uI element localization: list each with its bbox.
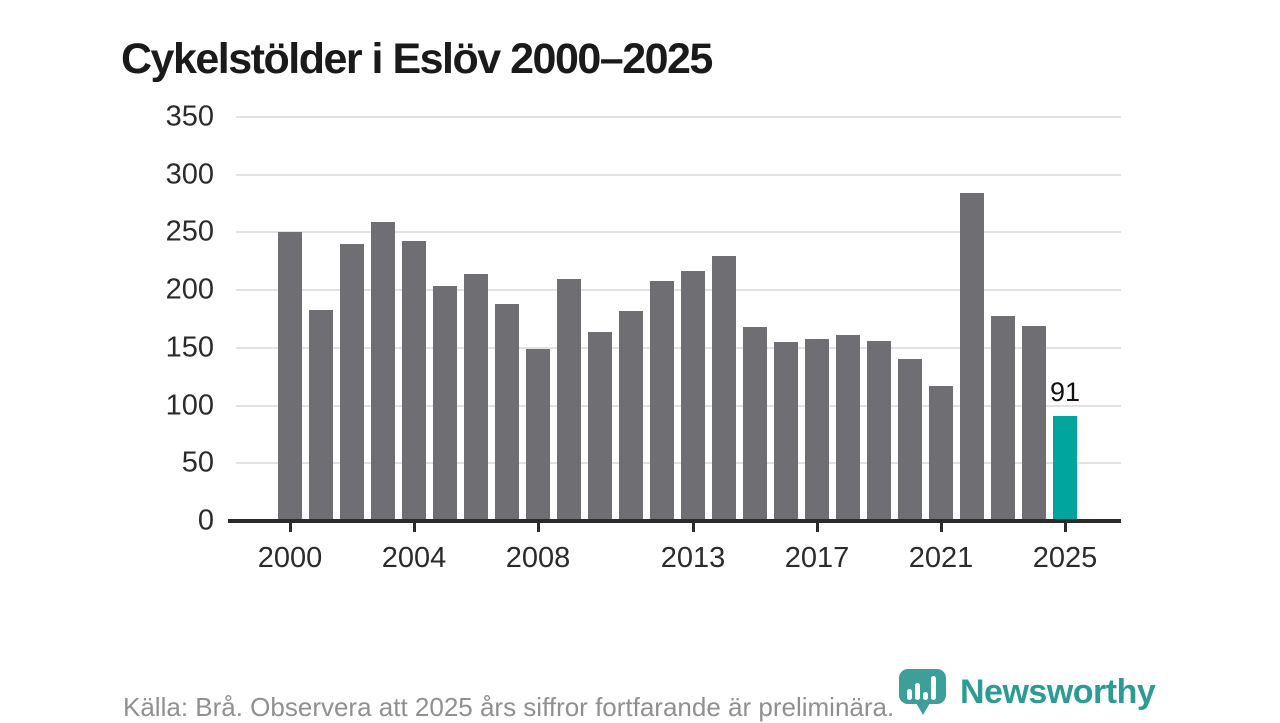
y-tick-label-300: 300 (165, 158, 214, 191)
bar-2025 (1053, 415, 1077, 521)
x-tick-label-2008: 2008 (505, 542, 571, 574)
bar-2024 (1022, 325, 1046, 521)
bar-2002 (340, 243, 364, 521)
y-tick-label-0: 0 (197, 504, 214, 537)
bar-2009 (557, 278, 581, 521)
source-note: Källa: Brå. Observera att 2025 års siffr… (123, 692, 895, 722)
bar-2004 (402, 240, 426, 521)
x-tick-mark-2025 (1063, 523, 1067, 532)
x-tick-label-2025: 2025 (1032, 542, 1098, 574)
bar-2006 (464, 273, 488, 521)
y-tick-label-350: 350 (165, 100, 214, 133)
gridline-100 (236, 404, 1121, 407)
bar-2010 (588, 331, 612, 521)
bar-2000 (278, 232, 302, 521)
y-tick-label-150: 150 (165, 331, 214, 364)
gridline-300 (236, 173, 1121, 176)
bar-2015 (743, 327, 767, 521)
x-tick-mark-2008 (536, 523, 540, 532)
x-tick-mark-2021 (939, 523, 943, 532)
x-tick-mark-2000 (288, 523, 292, 532)
newsworthy-wordmark: Newsworthy (960, 672, 1156, 711)
bar-2021 (929, 385, 953, 521)
bar-2020 (898, 359, 922, 521)
bar-2012 (650, 280, 674, 521)
page-title: Cykelstölder i Eslöv 2000–2025 (121, 34, 713, 83)
x-tick-label-2000: 2000 (257, 542, 323, 574)
gridline-200 (236, 289, 1121, 292)
bar-2001 (309, 309, 333, 521)
bar-2005 (433, 285, 457, 521)
x-tick-label-2017: 2017 (784, 542, 850, 574)
bar-2016 (774, 342, 798, 521)
x-tick-label-2004: 2004 (381, 542, 447, 574)
gridline-250 (236, 231, 1121, 234)
bar-2019 (867, 340, 891, 521)
bar-value-label: 91 (1049, 376, 1081, 407)
bar-2007 (495, 304, 519, 521)
newsworthy-logo: Newsworthy (898, 668, 1156, 716)
x-axis-line (228, 519, 1121, 523)
y-tick-label-50: 50 (181, 446, 214, 479)
bar-2014 (712, 255, 736, 521)
x-tick-label-2021: 2021 (908, 542, 974, 574)
bar-2023 (991, 315, 1015, 521)
gridline-350 (236, 116, 1121, 118)
gridline-50 (236, 462, 1121, 465)
y-tick-label-250: 250 (165, 215, 214, 248)
bar-2017 (805, 338, 829, 521)
y-tick-label-100: 100 (165, 389, 214, 422)
bar-2013 (681, 270, 705, 521)
bar-2003 (371, 222, 395, 521)
y-tick-label-200: 200 (165, 273, 214, 306)
newsworthy-badge-icon (899, 669, 946, 715)
bar-2011 (619, 310, 643, 521)
bar-2008 (526, 349, 550, 521)
x-tick-label-2013: 2013 (660, 542, 726, 574)
x-tick-mark-2017 (815, 523, 819, 532)
x-tick-mark-2013 (691, 523, 695, 532)
x-tick-mark-2004 (412, 523, 416, 532)
bar-2018 (836, 335, 860, 521)
bar-2022 (960, 193, 984, 521)
gridline-150 (236, 346, 1121, 349)
plot-area: 0 50 100 150 200 250 300 350 2000 2004 2008 2013 201… (166, 101, 1121, 574)
